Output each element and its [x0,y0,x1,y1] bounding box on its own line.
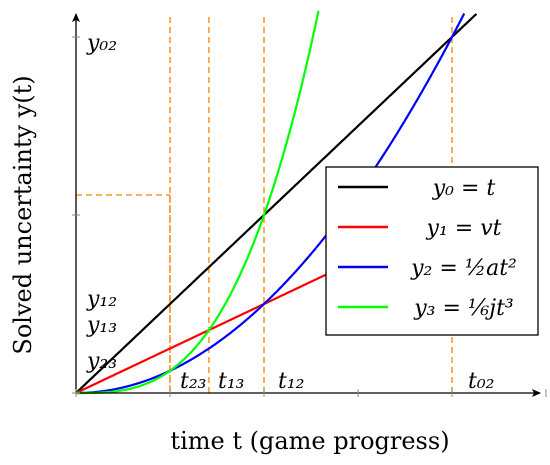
axes [72,13,541,397]
y-annotation-1: y₁₂ [86,287,117,312]
axis-ticks [72,36,547,397]
legend-label-0: y₀ = t [432,176,496,201]
y-axis-label: Solved uncertainty y(t) [9,75,37,354]
series-line-2 [76,13,466,395]
y-axis-arrow [72,13,80,22]
legend: y₀ = t y₁ = vt y₂ = ½at² y₃ = ⅙jt³ [325,166,539,336]
t-annotation-1: t₁₃ [218,369,244,394]
legend-label-1: y₁ = vt [426,216,502,241]
t-annotation-3: t₀₂ [468,369,494,394]
t-annotation-0: t₂₃ [180,369,206,394]
y-annotation-2: y₁₃ [86,313,117,338]
legend-label-3: y₃ = ⅙jt³ [413,296,513,321]
x-axis-label: time t (game progress) [170,427,449,455]
x-axis-arrow [532,389,541,397]
series-line-0 [75,13,478,394]
y-annotation-0: y₀₂ [86,31,117,56]
legend-label-2: y₂ = ½at² [410,256,517,281]
y-annotation-3: y₂₃ [86,349,117,374]
t-annotation-2: t₁₂ [278,369,304,394]
series-line-3 [76,10,320,395]
